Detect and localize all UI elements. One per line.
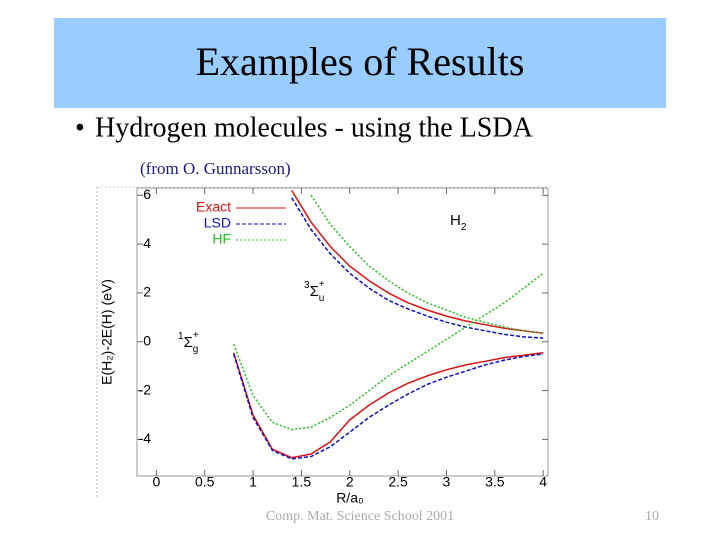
annotation: H2	[450, 212, 467, 233]
annotation-sub: u	[319, 293, 325, 304]
y-axis-label: E(H₂)-2E(H) (eV)	[99, 279, 115, 385]
bullet: •	[75, 112, 85, 143]
legend-label: LSD	[204, 215, 231, 231]
annotation-sub: g	[193, 344, 199, 355]
x-tick-label: 2	[346, 474, 354, 490]
annotation-sup: +	[319, 279, 325, 290]
annotation-sub: 2	[461, 222, 467, 233]
x-tick-label: 1	[249, 474, 257, 490]
footer: Comp. Mat. Science School 2001	[266, 509, 454, 524]
x-tick-label: 2.5	[388, 474, 408, 490]
x-tick-label: 0.5	[195, 474, 215, 490]
legend-label: Exact	[196, 199, 231, 215]
annotation-main: Σ	[184, 334, 193, 351]
y-tick-label: -2	[139, 381, 152, 397]
page-number: 10	[645, 509, 659, 524]
curve	[291, 190, 544, 334]
x-tick-label: 3.5	[485, 474, 505, 490]
annotation-sup: +	[193, 330, 199, 341]
curve	[310, 194, 544, 334]
y-tick-label: 6	[143, 186, 151, 202]
y-tick-label: 4	[143, 235, 151, 251]
source: (from O. Gunnarsson)	[140, 159, 291, 178]
annotation: 1Σ+ g	[178, 330, 199, 355]
annotation-main: Σ	[310, 283, 319, 300]
legend-label: HF	[212, 231, 231, 247]
annotation: 3Σ+ u	[304, 279, 325, 304]
x-axis-label: R/a₀	[336, 490, 364, 506]
annotation-pre: 1	[178, 331, 184, 342]
x-tick-label: 0	[152, 474, 160, 490]
plot-frame	[136, 187, 549, 477]
x-tick-label: 1.5	[292, 474, 312, 490]
y-tick-label: 0	[143, 332, 151, 348]
annotation-pre: 3	[304, 280, 310, 291]
annotation-main: H	[450, 212, 461, 229]
x-tick-label: 4	[539, 474, 547, 490]
curve	[291, 197, 544, 339]
x-tick-label: 3	[443, 474, 451, 490]
bullet-text: Hydrogen molecules - using the LSDA	[95, 112, 534, 143]
curve	[232, 353, 544, 460]
slide-title: Examples of Results	[196, 39, 525, 84]
curve	[232, 351, 544, 459]
curve	[232, 272, 544, 431]
y-tick-label: 2	[143, 284, 151, 300]
y-tick-label: -4	[139, 430, 152, 446]
title-band	[54, 18, 666, 108]
